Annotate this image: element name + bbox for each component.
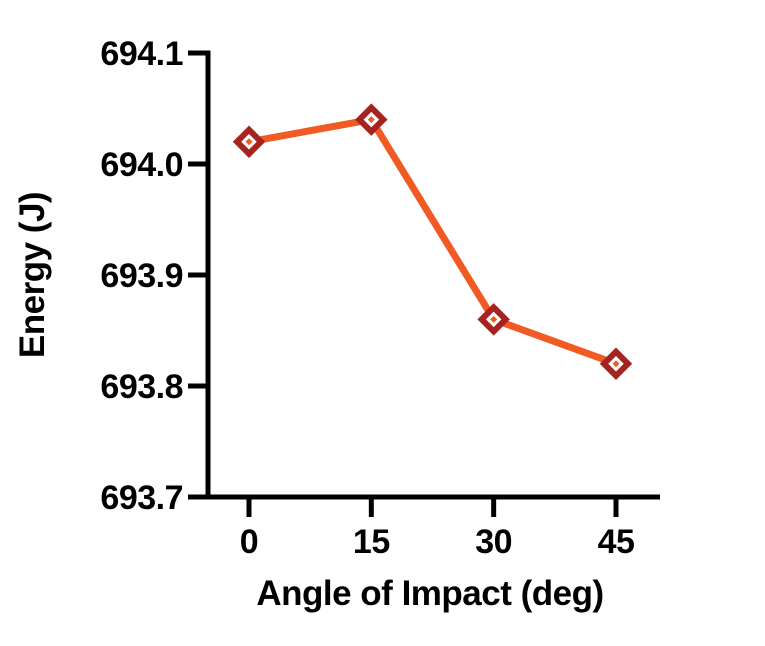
diamond-marker-center-dot xyxy=(612,360,620,368)
y-tick-label: 694.0 xyxy=(100,146,183,184)
y-tick-label: 693.9 xyxy=(100,257,183,295)
data-point-marker xyxy=(477,303,510,336)
x-tick-label: 0 xyxy=(240,523,258,561)
axes-layer xyxy=(205,50,660,500)
x-tick-label: 45 xyxy=(598,523,635,561)
data-point-marker xyxy=(232,125,266,159)
series-layer xyxy=(232,103,633,381)
y-tick-label: 693.7 xyxy=(100,479,183,517)
series-line-energy xyxy=(245,116,620,368)
ticks-layer: 693.7 693.8 693.9 694.0 694.1 0 15 30 45 xyxy=(100,35,634,561)
data-point-marker xyxy=(355,103,388,136)
diamond-marker-center-dot xyxy=(490,315,498,323)
y-axis-title: Energy (J) xyxy=(13,192,52,358)
diamond-marker-center-dot xyxy=(245,138,253,146)
data-point-marker xyxy=(599,347,633,381)
y-tick-label: 694.1 xyxy=(100,35,183,73)
diamond-marker-center-dot xyxy=(367,116,375,124)
x-tick-label: 30 xyxy=(475,523,512,561)
x-tick-label: 15 xyxy=(353,523,390,561)
x-axis-title: Angle of Impact (deg) xyxy=(256,574,603,613)
y-tick-label: 693.8 xyxy=(100,368,183,406)
